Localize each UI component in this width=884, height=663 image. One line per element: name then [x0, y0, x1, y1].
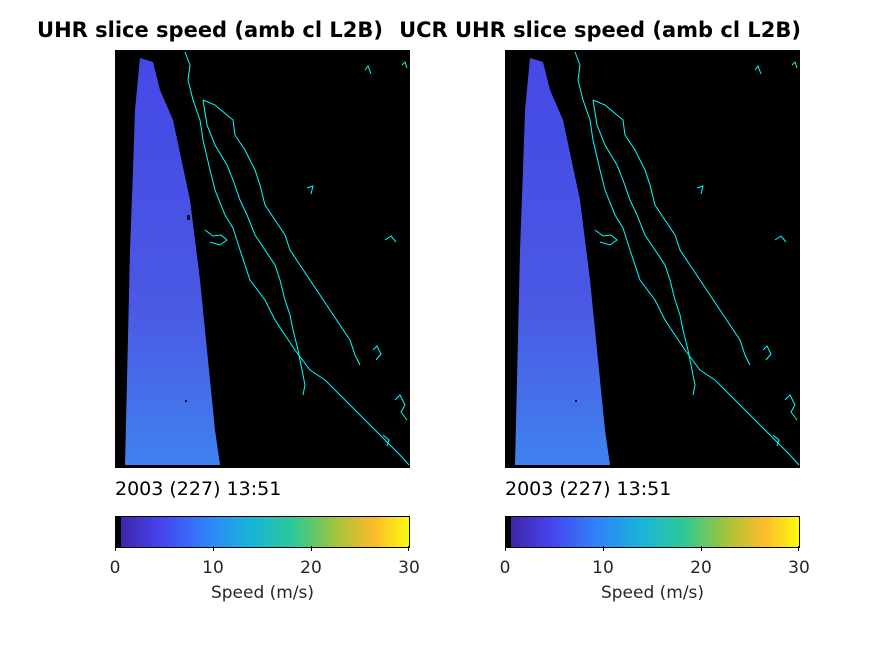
colorbar-label: Speed (m/s)	[210, 583, 315, 603]
colorbar-tick	[798, 546, 799, 551]
colorbar-tick-label: 10	[592, 558, 614, 578]
colorbar-ticks	[505, 546, 800, 554]
chart-title: UCR UHR slice speed (amb cl L2B)	[399, 18, 801, 42]
colorbar-tick	[701, 546, 702, 551]
colorbar-zero-band	[116, 517, 121, 547]
colorbar-gradient	[121, 517, 409, 547]
colorbar-tick	[408, 546, 409, 551]
colorbar-tick-label: 10	[202, 558, 224, 578]
colorbar-tick-label: 0	[109, 558, 121, 578]
timestamp-label: 2003 (227) 13:51	[505, 478, 672, 500]
colorbar	[505, 516, 800, 548]
swath-speckle	[185, 400, 187, 402]
colorbar-gradient	[511, 517, 799, 547]
speed-map-svg	[125, 51, 410, 466]
colorbar-tick	[213, 546, 214, 551]
colorbar-tick-labels: 0 10 20 30	[500, 558, 810, 580]
swath-fill	[125, 58, 220, 465]
colorbar-tick	[311, 546, 312, 551]
colorbar-tick-label: 20	[690, 558, 712, 578]
chart-panel-right: UCR UHR slice speed (amb cl L2B) 2003 (2…	[390, 0, 810, 663]
swath-fill	[515, 58, 610, 465]
timestamp-label: 2003 (227) 13:51	[115, 478, 282, 500]
speed-map	[115, 50, 410, 468]
colorbar-tick	[115, 546, 116, 551]
colorbar-ticks	[115, 546, 410, 554]
chart-panel-left: UHR slice speed (amb cl L2B) 2003 (227) …	[0, 0, 420, 663]
swath-speckle	[187, 215, 190, 220]
coastline	[574, 51, 800, 466]
chart-title: UHR slice speed (amb cl L2B)	[37, 18, 383, 42]
colorbar-tick	[505, 546, 506, 551]
colorbar-tick	[603, 546, 604, 551]
colorbar-tick-label: 30	[788, 558, 810, 578]
colorbar	[115, 516, 410, 548]
coastline	[184, 51, 410, 466]
colorbar-label: Speed (m/s)	[600, 583, 705, 603]
speed-map-svg	[515, 51, 800, 466]
colorbar-tick-label: 30	[398, 558, 420, 578]
speed-map	[505, 50, 800, 468]
swath-speckle	[575, 400, 577, 402]
colorbar-tick-labels: 0 10 20 30	[110, 558, 420, 580]
colorbar-tick-label: 20	[300, 558, 322, 578]
colorbar-zero-band	[506, 517, 511, 547]
colorbar-tick-label: 0	[499, 558, 511, 578]
